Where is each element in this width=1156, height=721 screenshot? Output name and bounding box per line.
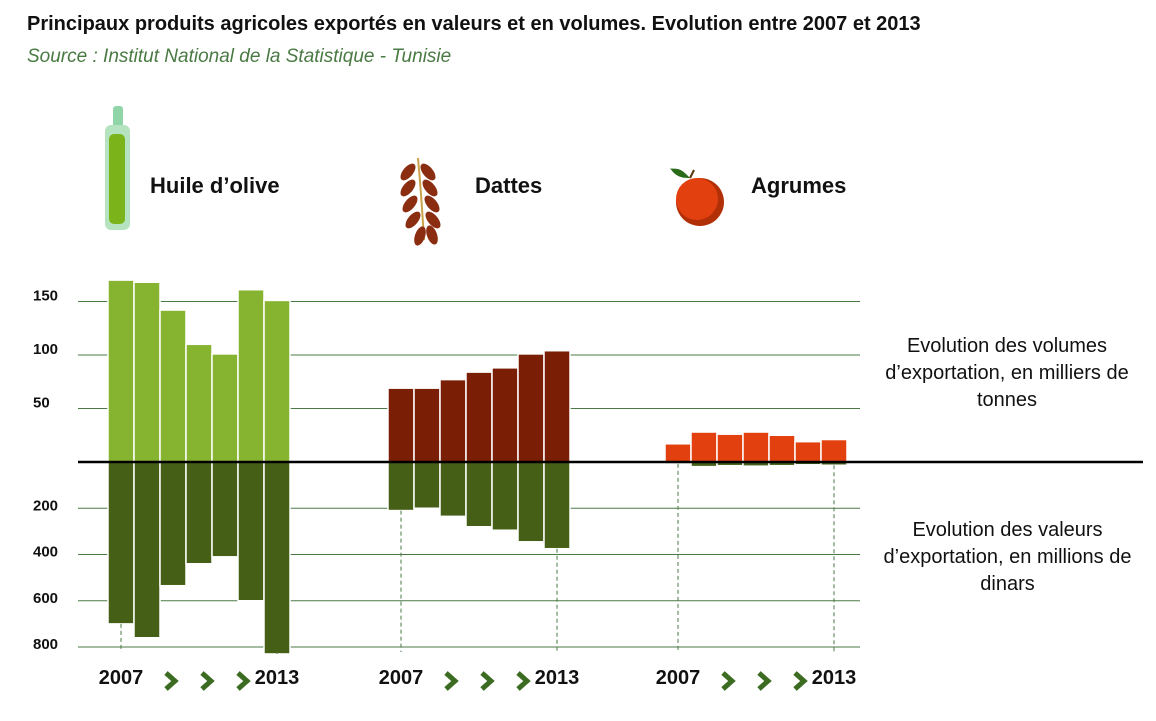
year-labels: 2007 2013 2007 2013 2007 2013 [99, 667, 857, 689]
value-bar-olive-oil-2009 [159, 461, 187, 587]
value-bar-olive-oil-2011 [211, 461, 239, 558]
volume-bar-olive-oil-2010 [185, 343, 213, 463]
legend-volumes: Evolution des volumes d’exportation, en … [885, 335, 1129, 411]
volume-bar-citrus-2010 [742, 431, 770, 463]
volume-bar-citrus-2011 [768, 434, 796, 463]
value-tick-label: 400 [33, 544, 58, 561]
chevron-right-icon [480, 671, 495, 691]
value-bar-olive-oil-2010 [185, 461, 213, 565]
chevron-right-icon [757, 671, 772, 691]
chevron-arrows [164, 671, 808, 691]
chevron-right-icon [793, 671, 808, 691]
dates-branch-icon [400, 157, 441, 246]
volume-tick-label: 150 [33, 288, 58, 305]
volume-bar-olive-oil-2012 [237, 288, 265, 463]
value-bar-dates-2013 [543, 461, 571, 550]
value-tick-label: 200 [33, 497, 58, 514]
volume-tick-label: 50 [33, 395, 50, 412]
year-label-start: 2007 [379, 667, 424, 689]
legend-values: Evolution des valeurs d’exportation, en … [883, 519, 1132, 595]
volume-tick-label: 100 [33, 341, 58, 358]
year-label-end: 2013 [812, 667, 857, 689]
axis-tick-labels: 50 100 150 200 400 600 800 [33, 288, 58, 654]
volume-bar-dates-2013 [543, 349, 571, 463]
volume-bar-dates-2011 [491, 367, 519, 463]
volume-bar-olive-oil-2008 [133, 281, 161, 463]
chevron-right-icon [236, 671, 251, 691]
value-bar-dates-2011 [491, 461, 519, 531]
product-label-citrus: Agrumes [751, 173, 846, 198]
chevron-right-icon [444, 671, 459, 691]
year-label-end: 2013 [255, 667, 300, 689]
value-bar-olive-oil-2008 [133, 461, 161, 639]
volume-bar-olive-oil-2011 [211, 353, 239, 463]
volume-bar-dates-2010 [465, 371, 493, 463]
volume-bar-citrus-2013 [820, 438, 848, 463]
value-bar-dates-2009 [439, 461, 467, 518]
chevron-right-icon [721, 671, 736, 691]
chevron-right-icon [516, 671, 531, 691]
volume-bar-citrus-2008 [690, 431, 718, 463]
volume-bar-olive-oil-2013 [263, 299, 291, 463]
value-bar-dates-2007 [387, 461, 415, 512]
year-label-start: 2007 [656, 667, 701, 689]
volume-bar-citrus-2007 [664, 443, 692, 463]
volume-bar-citrus-2009 [716, 433, 744, 463]
bars [107, 279, 848, 655]
olive-oil-bottle-icon [105, 106, 130, 230]
value-bar-dates-2008 [413, 461, 441, 509]
chart-title: Principaux produits agricoles exportés e… [27, 13, 921, 35]
chevron-right-icon [164, 671, 179, 691]
value-bar-olive-oil-2007 [107, 461, 135, 625]
orange-fruit-icon [670, 168, 724, 226]
year-label-start: 2007 [99, 667, 144, 689]
value-bar-olive-oil-2012 [237, 461, 265, 602]
volume-bar-dates-2007 [387, 387, 415, 463]
year-guide-lines [120, 463, 835, 654]
value-bar-olive-oil-2013 [263, 461, 291, 655]
chart-source: Source : Institut National de la Statist… [27, 46, 452, 67]
volume-bar-olive-oil-2007 [107, 279, 135, 463]
product-label-dates: Dattes [475, 173, 542, 198]
volume-bar-dates-2012 [517, 353, 545, 463]
value-bar-dates-2012 [517, 461, 545, 543]
value-tick-label: 600 [33, 590, 58, 607]
volume-bar-citrus-2012 [794, 440, 822, 463]
value-bar-dates-2010 [465, 461, 493, 528]
product-label-olive-oil: Huile d’olive [150, 173, 280, 198]
volume-bar-olive-oil-2009 [159, 309, 187, 463]
value-tick-label: 800 [33, 636, 58, 653]
volume-bar-dates-2008 [413, 387, 441, 463]
year-label-end: 2013 [535, 667, 580, 689]
volume-bar-dates-2009 [439, 378, 467, 463]
chevron-right-icon [200, 671, 215, 691]
